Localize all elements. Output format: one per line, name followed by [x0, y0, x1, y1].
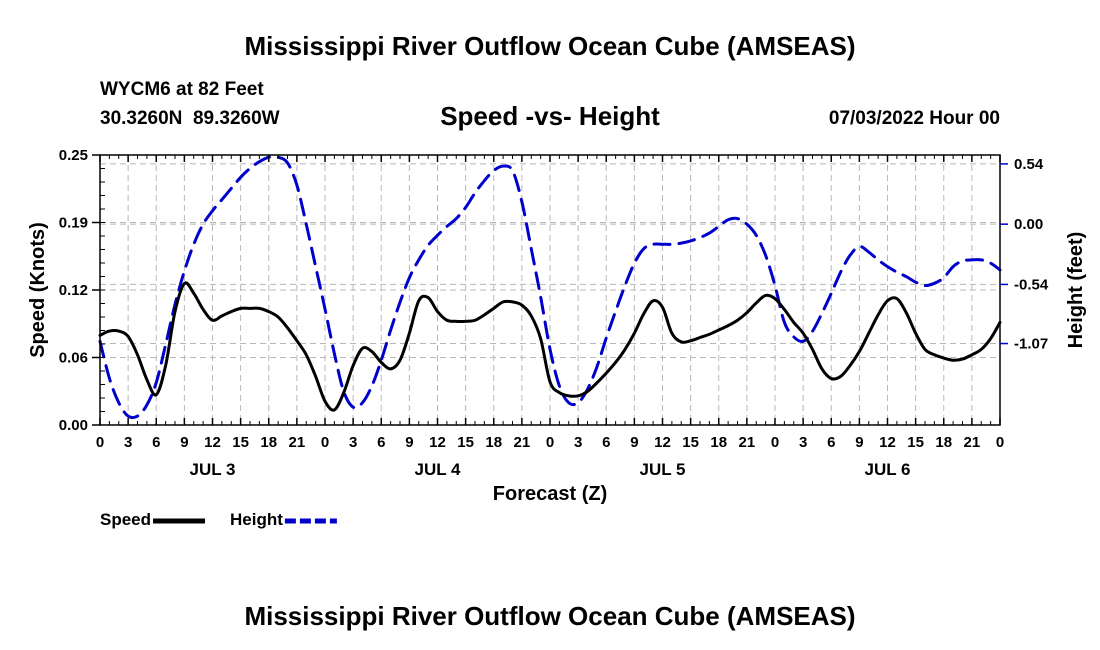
day-label: JUL 3	[190, 460, 236, 479]
y-left-tick-label: 0.00	[59, 417, 88, 434]
y-right-tick-label: 0.00	[1014, 216, 1043, 233]
legend-label-speed: Speed	[100, 510, 151, 529]
day-label: JUL 6	[865, 460, 911, 479]
x-tick-label: 15	[232, 434, 249, 451]
forecast-date-label: 07/03/2022 Hour 00	[829, 108, 1000, 129]
x-tick-label: 6	[827, 434, 835, 451]
x-tick-label: 0	[546, 434, 554, 451]
x-tick-label: 6	[152, 434, 160, 451]
x-tick-label: 18	[260, 434, 277, 451]
y-axis-label-left: Speed (Knots)	[27, 222, 49, 358]
y-right-tick-label: -0.54	[1014, 276, 1049, 293]
x-tick-label: 21	[964, 434, 981, 451]
x-tick-label: 9	[180, 434, 188, 451]
x-tick-label: 15	[682, 434, 699, 451]
x-tick-label: 3	[349, 434, 357, 451]
day-label: JUL 5	[640, 460, 686, 479]
x-tick-label: 0	[96, 434, 104, 451]
axes: 0 3 6 9 12 15 18 21 0 3 6 9 12 15 18 21 0 3 6 9 12 15 18 21 0 3 6 9…	[59, 147, 1049, 479]
x-tick-label: 15	[907, 434, 924, 451]
y-left-tick-label: 0.12	[59, 282, 88, 299]
footer-title: Mississippi River Outflow Ocean Cube (AM…	[244, 601, 855, 631]
x-tick-label: 15	[457, 434, 474, 451]
x-tick-label: 12	[654, 434, 671, 451]
chart-subtitle: Speed -vs- Height	[440, 101, 660, 131]
x-tick-label: 6	[602, 434, 610, 451]
x-axis-label: Forecast (Z)	[493, 483, 607, 505]
y-right-tick-label: 0.54	[1014, 156, 1044, 173]
x-tick-label: 21	[739, 434, 756, 451]
series-line-height	[98, 155, 1002, 420]
x-tick-label: 9	[630, 434, 638, 451]
grid-lines	[100, 155, 1000, 425]
x-tick-label: 0	[996, 434, 1004, 451]
x-tick-label: 6	[377, 434, 385, 451]
x-tick-label: 21	[514, 434, 531, 451]
x-tick-label: 12	[204, 434, 221, 451]
x-tick-label: 0	[321, 434, 329, 451]
x-tick-label: 18	[935, 434, 952, 451]
y-left-tick-label: 0.25	[59, 147, 88, 164]
location-label: 30.3260N 89.3260W	[100, 108, 280, 129]
x-tick-label: 9	[405, 434, 413, 451]
x-tick-label: 9	[855, 434, 863, 451]
series-line-speed	[98, 281, 1002, 412]
y-left-tick-label: 0.06	[59, 350, 88, 367]
series-layer	[98, 155, 1002, 420]
station-label: WYCM6 at 82 Feet	[100, 79, 264, 100]
y-axis-label-right: Height (feet)	[1065, 232, 1087, 349]
y-right-tick-label: -1.07	[1014, 336, 1048, 353]
x-tick-label: 0	[771, 434, 779, 451]
x-tick-label: 3	[799, 434, 807, 451]
legend: Speed Height	[100, 510, 337, 529]
x-tick-label: 18	[485, 434, 502, 451]
chart-title: Mississippi River Outflow Ocean Cube (AM…	[244, 31, 855, 61]
x-tick-label: 18	[710, 434, 727, 451]
x-tick-label: 3	[574, 434, 582, 451]
x-tick-label: 3	[124, 434, 132, 451]
y-left-tick-label: 0.19	[59, 215, 88, 232]
day-label: JUL 4	[415, 460, 462, 479]
x-tick-label: 21	[289, 434, 306, 451]
x-tick-label: 12	[879, 434, 896, 451]
x-tick-label: 12	[429, 434, 446, 451]
legend-label-height: Height	[230, 510, 283, 529]
